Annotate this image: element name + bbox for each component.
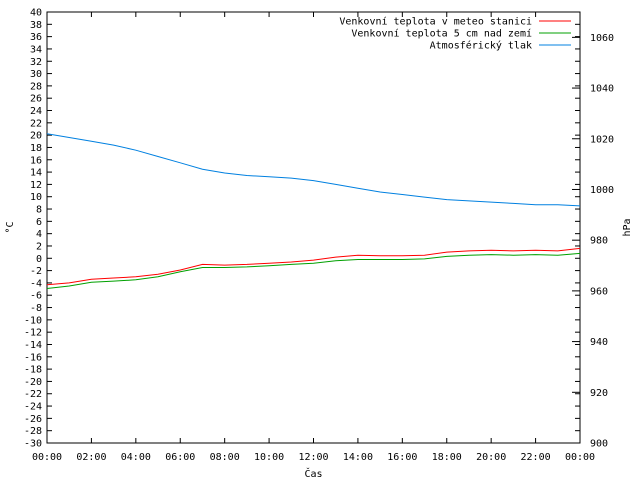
legend-label: Atmosférický tlak xyxy=(430,40,532,52)
y-tick-label: 38 xyxy=(30,20,42,31)
y-tick-label: 24 xyxy=(30,106,42,117)
x-tick-label: 00:00 xyxy=(565,452,595,463)
series-line-2 xyxy=(46,133,581,207)
x-tick-label: 04:00 xyxy=(121,452,151,463)
y-tick-label: 34 xyxy=(30,44,42,55)
y2-tick-label: 960 xyxy=(590,286,608,297)
y-tick-label: -22 xyxy=(24,389,42,400)
y-tick-label: -28 xyxy=(24,426,42,437)
x-tick-label: 18:00 xyxy=(432,452,462,463)
y2-axis-title: hPa xyxy=(622,218,633,236)
y-tick-label: 6 xyxy=(36,217,42,228)
plot-frame xyxy=(46,11,581,444)
y-tick-label: 28 xyxy=(30,81,42,92)
legend-label: Venkovní teplota v meteo stanici xyxy=(339,16,532,28)
y2-tick-label: 980 xyxy=(590,236,608,247)
y-tick-label: 0 xyxy=(36,254,42,265)
x-tick-label: 00:00 xyxy=(32,452,62,463)
y-tick-label: -16 xyxy=(24,352,42,363)
y-tick-label: 40 xyxy=(30,8,42,19)
y-tick-label: -30 xyxy=(24,439,42,450)
y-tick-label: -10 xyxy=(24,315,42,326)
y-tick-label: -8 xyxy=(30,303,42,314)
y-tick-label: -24 xyxy=(24,402,42,413)
y-tick-label: 18 xyxy=(30,143,42,154)
y-tick-label: -26 xyxy=(24,414,42,425)
y-tick-label: 20 xyxy=(30,131,42,142)
y2-tick-label: 900 xyxy=(590,439,608,450)
y-tick-label: 10 xyxy=(30,192,42,203)
x-tick-label: 08:00 xyxy=(210,452,240,463)
x-tick-label: 14:00 xyxy=(343,452,373,463)
ticks-layer: -30-28-26-24-22-20-18-16-14-12-10-8-6-4-… xyxy=(24,8,614,464)
y-tick-label: 2 xyxy=(36,241,42,252)
x-tick-label: 12:00 xyxy=(298,452,328,463)
y-tick-label: -6 xyxy=(30,291,42,302)
y-tick-label: -2 xyxy=(30,266,42,277)
x-tick-label: 20:00 xyxy=(476,452,506,463)
y-tick-label: -12 xyxy=(24,328,42,339)
x-tick-label: 16:00 xyxy=(387,452,417,463)
series-line-0 xyxy=(46,247,581,286)
y-tick-label: 16 xyxy=(30,155,42,166)
y-tick-label: 22 xyxy=(30,118,42,129)
x-tick-label: 06:00 xyxy=(165,452,195,463)
y-tick-label: -18 xyxy=(24,365,42,376)
y-tick-label: 12 xyxy=(30,180,42,191)
y2-tick-label: 920 xyxy=(590,388,608,399)
series-line-1 xyxy=(46,252,581,289)
legend: Venkovní teplota v meteo staniciVenkovní… xyxy=(339,16,571,52)
y2-tick-label: 1020 xyxy=(590,134,614,145)
y-tick-label: 26 xyxy=(30,94,42,105)
legend-label: Venkovní teplota 5 cm nad zemí xyxy=(351,28,532,40)
y2-tick-label: 1060 xyxy=(590,33,614,44)
x-axis-title: Čas xyxy=(304,467,322,480)
y-tick-label: 4 xyxy=(36,229,42,240)
x-tick-label: 02:00 xyxy=(76,452,106,463)
y2-tick-label: 1000 xyxy=(590,185,614,196)
y-axis-title: °C xyxy=(5,221,16,233)
y-tick-label: -4 xyxy=(30,278,42,289)
x-tick-label: 10:00 xyxy=(254,452,284,463)
y-tick-label: 32 xyxy=(30,57,42,68)
series-layer xyxy=(46,133,581,289)
y-tick-label: 8 xyxy=(36,205,42,216)
y2-tick-label: 940 xyxy=(590,337,608,348)
x-tick-label: 22:00 xyxy=(521,452,551,463)
y-tick-label: -20 xyxy=(24,377,42,388)
y-tick-label: 36 xyxy=(30,32,42,43)
y-tick-label: 30 xyxy=(30,69,42,80)
y-tick-label: -14 xyxy=(24,340,42,351)
y-tick-label: 14 xyxy=(30,168,42,179)
y2-tick-label: 1040 xyxy=(590,84,614,95)
